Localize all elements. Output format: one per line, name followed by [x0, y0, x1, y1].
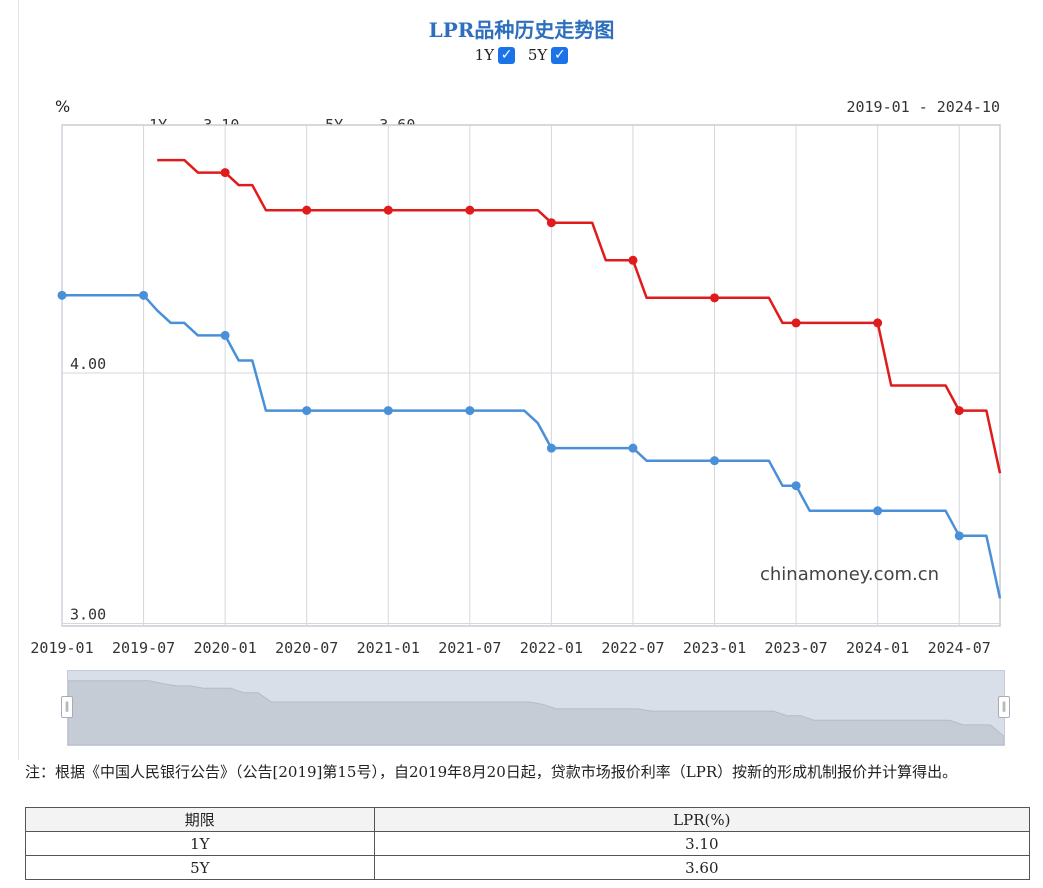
data-point-5y	[302, 205, 312, 215]
data-point-5y	[873, 318, 883, 328]
data-point-1y	[710, 456, 720, 466]
x-tick-label: 2021-07	[438, 639, 501, 657]
table-header-term: 期限	[25, 807, 375, 832]
lpr-table: 期限 LPR(%) 1Y 3.10 5Y 3.60	[25, 807, 1031, 880]
data-point-1y	[57, 290, 67, 300]
x-tick-label: 2024-07	[928, 639, 991, 657]
chart-title: LPR品种历史走势图	[428, 18, 615, 42]
toggle-1y-label: 1Y	[474, 46, 495, 64]
table-row: 5Y 3.60	[25, 855, 1031, 880]
x-tick-label: 2019-01	[30, 639, 93, 657]
data-point-1y	[465, 406, 475, 416]
series-toggles: 1Y ✓ 5Y ✓	[0, 46, 1043, 64]
data-point-1y	[791, 481, 801, 491]
data-point-1y	[383, 406, 393, 416]
data-point-5y	[383, 205, 393, 215]
x-tick-label: 2023-07	[764, 639, 827, 657]
x-tick-label: 2019-07	[112, 639, 175, 657]
plot-frame	[61, 124, 1001, 627]
table-cell-rate: 3.10	[373, 831, 1031, 856]
data-zoom-slider[interactable]	[67, 670, 1005, 746]
slider-preview	[67, 680, 1005, 746]
data-point-5y	[710, 293, 720, 303]
x-tick-label: 2021-01	[357, 639, 420, 657]
table-row: 1Y 3.10	[25, 831, 1031, 856]
x-tick-label: 2022-07	[601, 639, 664, 657]
footnote: 注：根据《中国人民银行公告》（公告[2019]第15号），自2019年8月20日…	[25, 763, 958, 781]
data-point-1y	[220, 330, 230, 340]
data-point-1y	[628, 443, 638, 453]
x-tick-label: 2023-01	[683, 639, 746, 657]
data-point-5y	[546, 218, 556, 228]
toggle-1y[interactable]: 1Y ✓	[474, 46, 516, 64]
data-point-1y	[302, 406, 312, 416]
page-left-border	[18, 0, 19, 760]
checkbox-5y-icon[interactable]: ✓	[551, 46, 569, 64]
series-line-5y	[157, 158, 1002, 474]
slider-right-handle[interactable]: ‖	[998, 696, 1010, 718]
toggle-5y-label: 5Y	[527, 46, 548, 64]
data-point-1y	[139, 290, 149, 300]
data-point-5y	[220, 168, 230, 178]
table-cell-term: 1Y	[25, 831, 375, 856]
watermark: chinamoney.com.cn	[760, 564, 940, 585]
y-tick-label: 3.00	[70, 605, 106, 623]
x-tick-label: 2020-07	[275, 639, 338, 657]
x-tick-label: 2020-01	[194, 639, 257, 657]
checkbox-1y-icon[interactable]: ✓	[498, 46, 516, 64]
x-tick-label: 2022-01	[520, 639, 583, 657]
data-point-5y	[954, 406, 964, 416]
data-point-5y	[465, 205, 475, 215]
slider-left-handle[interactable]: ‖	[61, 696, 73, 718]
data-point-1y	[873, 506, 883, 516]
data-point-1y	[954, 531, 964, 541]
data-point-5y	[791, 318, 801, 328]
table-header-row: 期限 LPR(%)	[25, 807, 1031, 832]
slider-preview-area	[67, 680, 1005, 746]
lpr-line-chart: 2019-01 2019-07 2020-01 2020-07 2021-01 2021-…	[30, 124, 1002, 657]
data-point-5y	[628, 255, 638, 265]
table-header-rate: LPR(%)	[373, 807, 1031, 832]
table-cell-term: 5Y	[25, 855, 375, 880]
x-tick-label: 2024-01	[846, 639, 909, 657]
series-line-1y	[62, 294, 1002, 599]
y-axis-unit: %	[55, 97, 71, 116]
data-point-1y	[546, 443, 556, 453]
date-range: 2019-01 - 2024-10	[846, 98, 1000, 116]
toggle-5y[interactable]: 5Y ✓	[527, 46, 569, 64]
y-tick-label: 4.00	[70, 355, 106, 373]
table-cell-rate: 3.60	[373, 855, 1031, 880]
